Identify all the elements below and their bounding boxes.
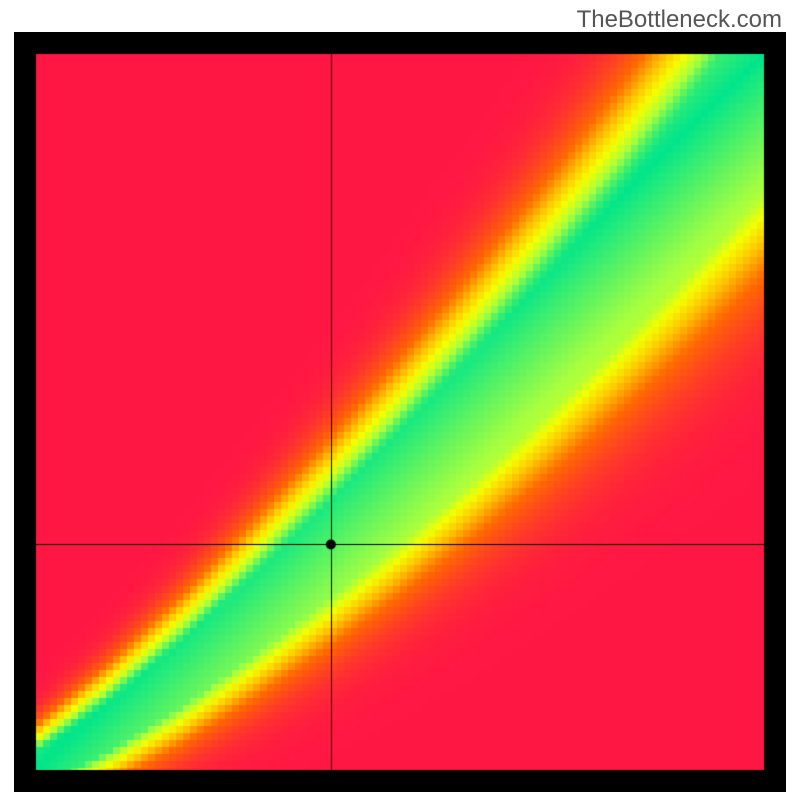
bottleneck-heatmap — [14, 32, 786, 792]
root: TheBottleneck.com — [0, 0, 800, 800]
watermark-text: TheBottleneck.com — [577, 6, 782, 34]
chart-frame — [14, 32, 786, 792]
